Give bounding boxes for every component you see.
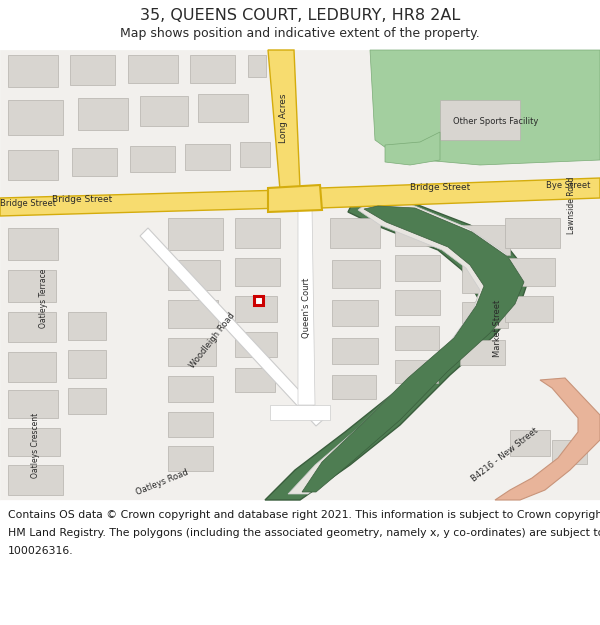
Bar: [235, 218, 280, 248]
Text: Oatleys Crescent: Oatleys Crescent: [31, 412, 40, 478]
Polygon shape: [268, 185, 322, 212]
Bar: [395, 255, 440, 281]
Text: Contains OS data © Crown copyright and database right 2021. This information is : Contains OS data © Crown copyright and d…: [8, 510, 600, 520]
Bar: [440, 100, 520, 140]
Bar: [330, 218, 380, 248]
Text: Bridge Street: Bridge Street: [410, 184, 470, 192]
Bar: [185, 144, 230, 170]
Bar: [168, 218, 223, 250]
Bar: [168, 300, 218, 328]
Bar: [0, 500, 600, 625]
Bar: [70, 55, 115, 85]
Text: Long Acres: Long Acres: [278, 93, 287, 142]
Bar: [198, 94, 248, 122]
Bar: [168, 376, 213, 402]
Polygon shape: [385, 132, 440, 165]
Bar: [168, 338, 216, 366]
Bar: [462, 302, 508, 328]
Polygon shape: [370, 50, 600, 165]
Bar: [460, 225, 510, 255]
Bar: [168, 260, 220, 290]
Bar: [510, 430, 550, 456]
Text: 100026316.: 100026316.: [8, 546, 74, 556]
Bar: [395, 326, 439, 350]
Bar: [460, 340, 505, 365]
Bar: [190, 55, 235, 83]
Text: B4216 - New Street: B4216 - New Street: [470, 426, 540, 484]
Bar: [395, 360, 438, 383]
Bar: [8, 352, 56, 382]
Bar: [552, 440, 587, 464]
Text: Market Street: Market Street: [493, 299, 503, 357]
Text: 35, QUEENS COURT, LEDBURY, HR8 2AL: 35, QUEENS COURT, LEDBURY, HR8 2AL: [140, 9, 460, 24]
Bar: [130, 146, 175, 172]
Bar: [128, 55, 178, 83]
Text: Bridge Street: Bridge Street: [0, 199, 56, 209]
Bar: [240, 142, 270, 167]
Polygon shape: [268, 50, 300, 190]
Text: HM Land Registry. The polygons (including the associated geometry, namely x, y c: HM Land Registry. The polygons (includin…: [8, 528, 600, 538]
Bar: [0, 0, 600, 50]
Bar: [8, 465, 63, 495]
Bar: [8, 390, 58, 418]
Bar: [8, 55, 58, 87]
Text: Oatleys Terrace: Oatleys Terrace: [40, 268, 49, 328]
Bar: [140, 96, 188, 126]
Polygon shape: [320, 178, 600, 208]
Bar: [8, 100, 63, 135]
Bar: [168, 446, 213, 471]
Bar: [8, 312, 56, 342]
Text: Oatleys Road: Oatleys Road: [134, 468, 190, 497]
Polygon shape: [270, 405, 330, 420]
Text: Lawnside Road: Lawnside Road: [568, 176, 577, 234]
Text: Other Sports Facility: Other Sports Facility: [454, 118, 539, 126]
Polygon shape: [288, 202, 522, 494]
Polygon shape: [0, 190, 285, 216]
Bar: [505, 296, 553, 322]
Bar: [505, 258, 555, 286]
Text: Map shows position and indicative extent of the property.: Map shows position and indicative extent…: [120, 28, 480, 41]
Bar: [68, 388, 106, 414]
Bar: [505, 218, 560, 248]
Bar: [332, 300, 378, 326]
Text: Bye Street: Bye Street: [546, 181, 590, 189]
Text: Woodleigh Road: Woodleigh Road: [188, 311, 236, 369]
Bar: [8, 150, 58, 180]
Polygon shape: [495, 378, 600, 500]
Bar: [462, 265, 510, 293]
Bar: [8, 270, 56, 302]
Bar: [8, 428, 60, 456]
Bar: [235, 296, 277, 322]
Bar: [168, 412, 213, 437]
Bar: [68, 312, 106, 340]
Bar: [235, 368, 275, 392]
Bar: [235, 332, 277, 357]
Bar: [0, 50, 600, 500]
Bar: [332, 375, 376, 399]
Polygon shape: [298, 208, 315, 405]
Text: Bridge Street: Bridge Street: [52, 196, 112, 204]
Polygon shape: [140, 228, 325, 426]
Polygon shape: [265, 198, 530, 500]
Bar: [332, 260, 380, 288]
Bar: [72, 148, 117, 176]
Text: Queen's Court: Queen's Court: [302, 278, 311, 338]
Bar: [332, 338, 378, 364]
Polygon shape: [302, 206, 524, 492]
Bar: [248, 55, 266, 77]
Bar: [68, 350, 106, 378]
Bar: [395, 290, 440, 315]
Bar: [395, 218, 443, 246]
Bar: [78, 98, 128, 130]
Bar: [235, 258, 280, 286]
Bar: [254, 296, 263, 305]
Bar: [8, 228, 58, 260]
